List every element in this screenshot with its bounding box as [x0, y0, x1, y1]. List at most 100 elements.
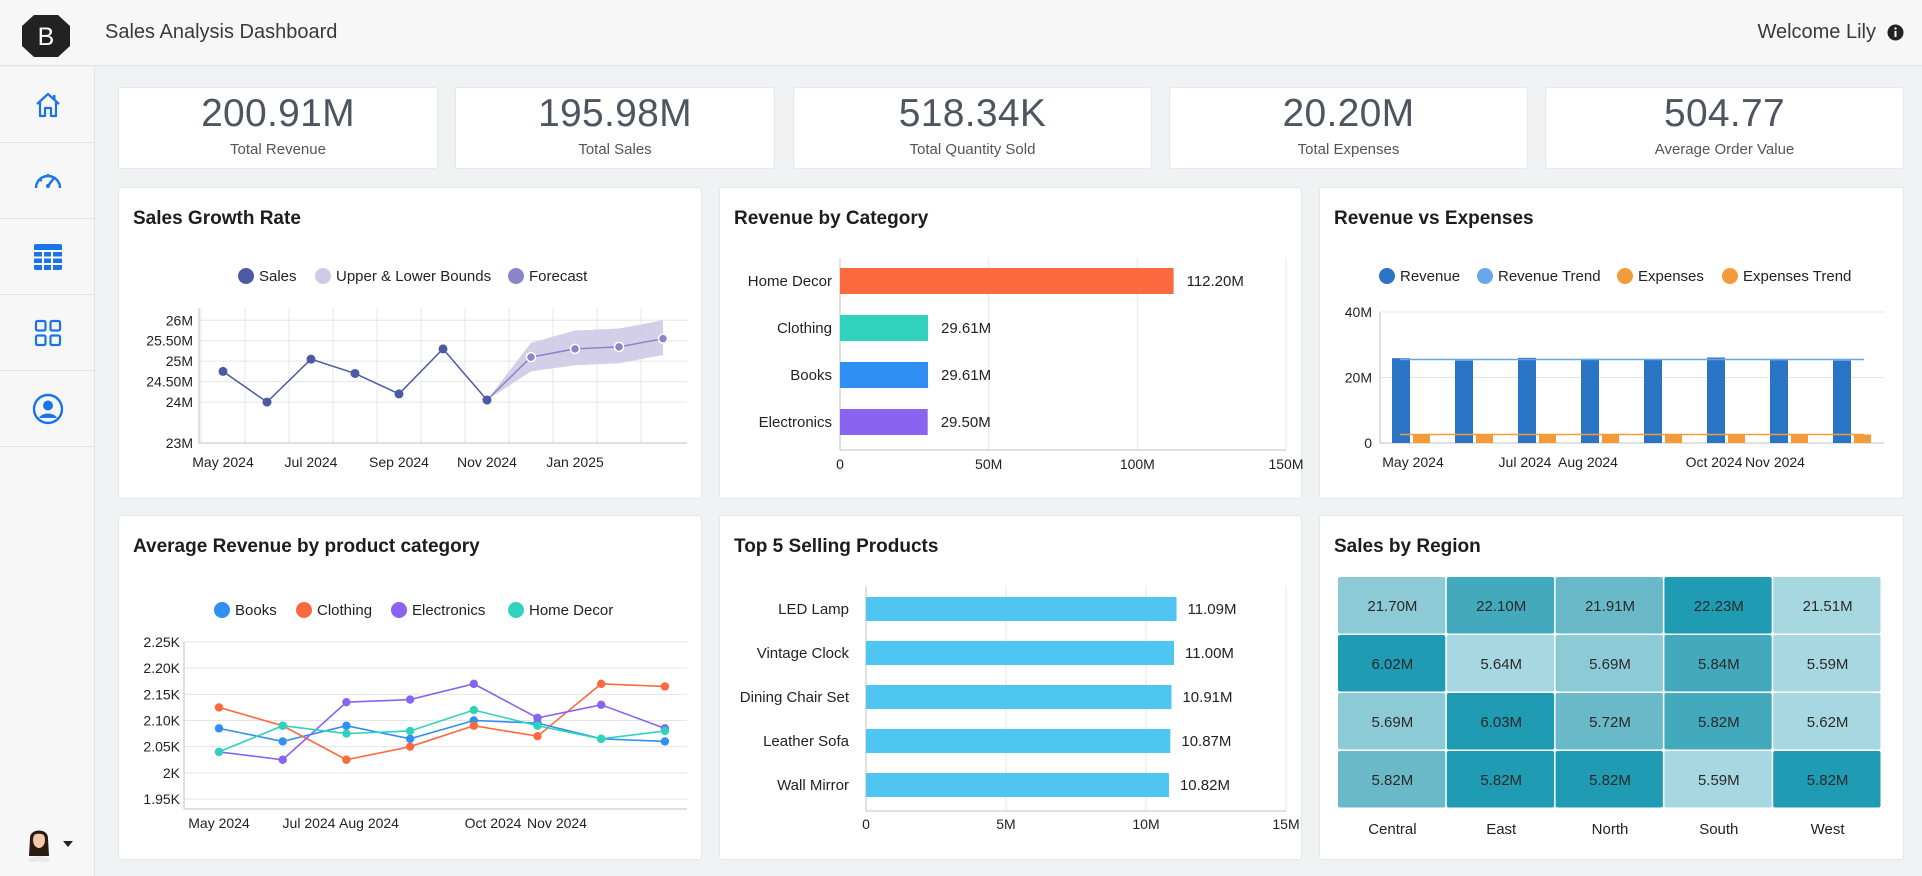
avg-revenue-chart: Books Clothing Electronics Home Decor 2.25K 2…: [143, 602, 687, 831]
cell-value: 5.82M: [1698, 714, 1740, 731]
top5-products-card: 0 5M 10M 15M LED Lamp 11.09M Vintage Clock 11.0…: [719, 515, 1302, 860]
sales-point: [394, 389, 404, 399]
y-tick-label: 40M: [1345, 304, 1372, 320]
sales-by-region-chart: 21.70M 22.10M 21.91M 22.23M 21.51M 6.02M 5.64M…: [1338, 577, 1881, 838]
x-tick-label: Jan 2025: [546, 454, 604, 470]
sidebar-item-dashboard[interactable]: [0, 143, 95, 219]
data-label: 112.20M: [1187, 273, 1244, 290]
legend-label: Clothing: [317, 602, 372, 619]
legend-marker: [315, 268, 331, 284]
home-icon: [35, 92, 60, 117]
heatmap-cell: [1773, 577, 1881, 634]
cell-value: 6.03M: [1480, 714, 1522, 731]
expenses-bar: [1476, 434, 1493, 443]
expenses-bar: [1728, 434, 1745, 443]
legend-marker: [214, 602, 230, 618]
category-label: Leather Sofa: [763, 733, 850, 750]
y-tick-label: 24.50M: [146, 374, 193, 390]
heatmap-cell: [1555, 635, 1663, 692]
cell-value: 5.82M: [1807, 772, 1849, 789]
x-tick-label: 0: [862, 816, 870, 832]
kpi-total-revenue: 200.91M Total Revenue: [118, 87, 438, 169]
avg-revenue-card: Books Clothing Electronics Home Decor 2.25K 2…: [118, 515, 702, 860]
bar: [840, 315, 929, 341]
legend-label: Home Decor: [529, 602, 613, 619]
sales-point: [218, 366, 228, 376]
sidebar-item-home[interactable]: [0, 67, 95, 143]
sales-by-region-card: 21.70M 22.10M 21.91M 22.23M 21.51M 6.02M 5.64M…: [1319, 515, 1904, 860]
cell-value: 5.82M: [1589, 772, 1631, 789]
card-title: Sales Growth Rate: [133, 208, 301, 229]
sidebar-item-profile[interactable]: [0, 371, 95, 447]
cell-value: 5.82M: [1480, 772, 1522, 789]
data-label: 10.91M: [1182, 689, 1232, 706]
revenue-bar: [1455, 360, 1473, 443]
logo-letter: B: [38, 23, 55, 51]
sales-point: [306, 354, 316, 364]
bar: [840, 362, 929, 388]
category-label: Vintage Clock: [757, 645, 850, 662]
bar: [866, 729, 1171, 753]
heatmap-cell: [1773, 751, 1881, 808]
x-tick-label: 5M: [996, 816, 1015, 832]
dashboard-gauge-icon: [34, 173, 61, 188]
sales-point: [438, 344, 448, 354]
forecast-point: [525, 351, 537, 363]
x-tick-label: 15M: [1272, 816, 1299, 832]
y-tick-label: 2.15K: [143, 686, 180, 702]
revenue-bar: [1707, 357, 1725, 443]
sidebar-item-apps[interactable]: [0, 295, 95, 371]
column-label: Central: [1368, 821, 1416, 838]
cell-value: 5.72M: [1589, 714, 1631, 731]
legend-marker: [508, 602, 524, 618]
x-tick-label: Nov 2024: [1745, 454, 1805, 470]
cell-value: 5.64M: [1480, 656, 1522, 673]
user-menu[interactable]: [24, 826, 76, 862]
heatmap-cell: [1446, 577, 1555, 634]
category-label: LED Lamp: [778, 601, 849, 618]
info-icon[interactable]: [1887, 24, 1904, 41]
kpi-total-quantity-sold: 518.34K Total Quantity Sold: [793, 87, 1152, 169]
heatmap-cell: [1555, 577, 1663, 634]
legend-label: Electronics: [412, 602, 485, 619]
series-point: [469, 721, 478, 730]
y-tick-label: 2.10K: [143, 713, 180, 729]
revenue-bar: [1770, 360, 1788, 443]
x-tick-label: Oct 2024: [1686, 454, 1743, 470]
sidebar-item-table[interactable]: [0, 219, 95, 295]
avatar: [28, 830, 50, 862]
series-point: [278, 721, 287, 730]
y-tick-label: 2K: [163, 765, 181, 781]
x-tick-label: 100M: [1120, 456, 1155, 472]
column-label: South: [1699, 821, 1738, 838]
cell-value: 5.62M: [1807, 714, 1849, 731]
column-label: West: [1811, 821, 1846, 838]
expenses-bar: [1413, 434, 1430, 443]
series-point: [214, 703, 224, 712]
category-label: Books: [790, 367, 832, 384]
logo-icon[interactable]: B: [20, 13, 72, 59]
x-tick-label: Nov 2024: [457, 454, 517, 470]
heatmap-cell: [1338, 693, 1446, 750]
data-label: 29.61M: [941, 367, 991, 384]
heatmap-cell: [1773, 635, 1881, 692]
kpi-label: Total Expenses: [1297, 141, 1400, 158]
legend-marker: [1722, 268, 1738, 284]
revenue-vs-expenses-card: Revenue Revenue Trend Expenses Expenses Tre…: [1319, 187, 1904, 499]
forecast-point: [613, 341, 625, 353]
card-title: Revenue by Category: [734, 208, 929, 229]
x-tick-label: 150M: [1268, 456, 1303, 472]
x-tick-label: May 2024: [1382, 454, 1444, 470]
legend-label: Forecast: [529, 268, 588, 285]
data-label: 29.61M: [941, 320, 991, 337]
category-label: Home Decor: [748, 273, 832, 290]
series-point: [342, 755, 351, 764]
legend-marker: [238, 268, 254, 284]
kpi-value: 20.20M: [1282, 92, 1415, 135]
x-tick-label: Oct 2024: [465, 815, 522, 831]
revenue-bar: [1392, 358, 1410, 443]
bar: [840, 268, 1174, 294]
series-point: [342, 721, 351, 730]
x-tick-label: Jul 2024: [1499, 454, 1552, 470]
cell-value: 5.59M: [1807, 656, 1849, 673]
